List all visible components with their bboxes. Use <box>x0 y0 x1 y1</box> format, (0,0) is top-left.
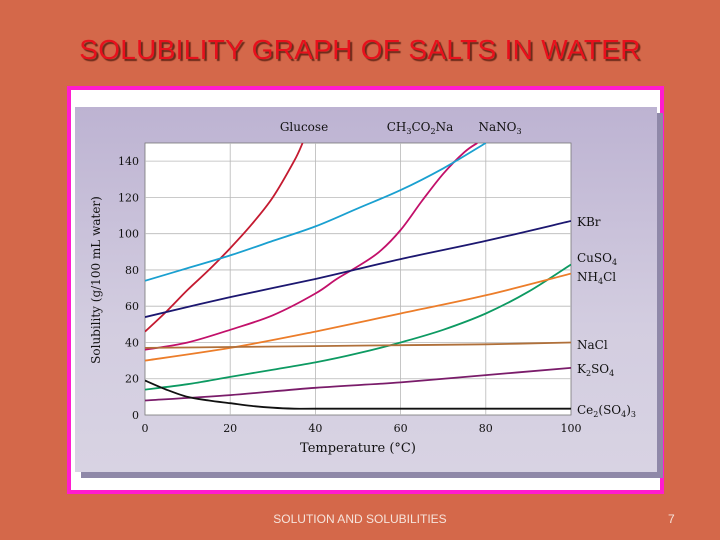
y-tick-label: 0 <box>132 409 139 422</box>
y-tick-label: 40 <box>125 336 139 349</box>
y-tick-label: 80 <box>125 264 139 277</box>
x-tick-label: 40 <box>308 422 322 435</box>
series-label-ch3co2na: CH3CO2Na <box>387 120 454 136</box>
y-tick-label: 20 <box>125 373 139 386</box>
footer-text: SOLUTION AND SOLUBILITIES <box>273 512 447 526</box>
y-tick-label: 140 <box>118 155 139 168</box>
series-label-cuso4: CuSO4 <box>577 251 617 267</box>
series-line-ce2-so4-3 <box>145 379 571 410</box>
series-label-nano3: NaNO3 <box>478 120 521 136</box>
y-tick-label: 100 <box>118 228 139 241</box>
x-tick-label: 0 <box>142 422 149 435</box>
series-label-glucose: Glucose <box>280 120 328 134</box>
x-tick-label: 100 <box>561 422 582 435</box>
series-line-glucose <box>145 143 304 333</box>
series-label-nh4cl: NH4Cl <box>577 270 616 286</box>
series-label-nacl: NaCl <box>577 338 608 352</box>
x-axis-title: Temperature (°C) <box>300 441 416 456</box>
x-tick-label: 20 <box>223 422 237 435</box>
series-label-k2so4: K2SO4 <box>577 362 614 378</box>
x-tick-label: 80 <box>479 422 493 435</box>
series-line-k2so4 <box>145 367 571 402</box>
series-line-nano3 <box>145 143 487 282</box>
slide-title: SOLUBILITY GRAPH OF SALTS IN WATER <box>79 34 641 65</box>
y-tick-label: 60 <box>125 300 139 313</box>
y-axis-title: Solubility (g/100 mL water) <box>89 196 103 364</box>
page-number: 7 <box>668 512 675 526</box>
series-label-ce2-so4-3: Ce2(SO4)3 <box>577 403 636 419</box>
series-line-cuso4 <box>145 263 571 391</box>
series-label-kbr: KBr <box>577 215 601 229</box>
y-tick-label: 120 <box>118 191 139 204</box>
series-line-kbr <box>145 220 571 318</box>
x-tick-label: 60 <box>394 422 408 435</box>
series-line-ch3co2na <box>145 143 478 351</box>
plot-area <box>144 142 572 416</box>
series-line-nacl <box>145 341 571 349</box>
series-line-nh4cl <box>145 272 571 362</box>
